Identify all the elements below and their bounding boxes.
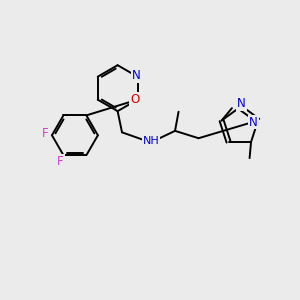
Text: N: N [132, 69, 141, 82]
Text: O: O [130, 93, 139, 106]
Text: F: F [57, 155, 64, 168]
Text: F: F [42, 127, 49, 140]
Text: N: N [249, 116, 258, 128]
Text: NH: NH [142, 136, 159, 146]
Text: N: N [237, 97, 246, 110]
